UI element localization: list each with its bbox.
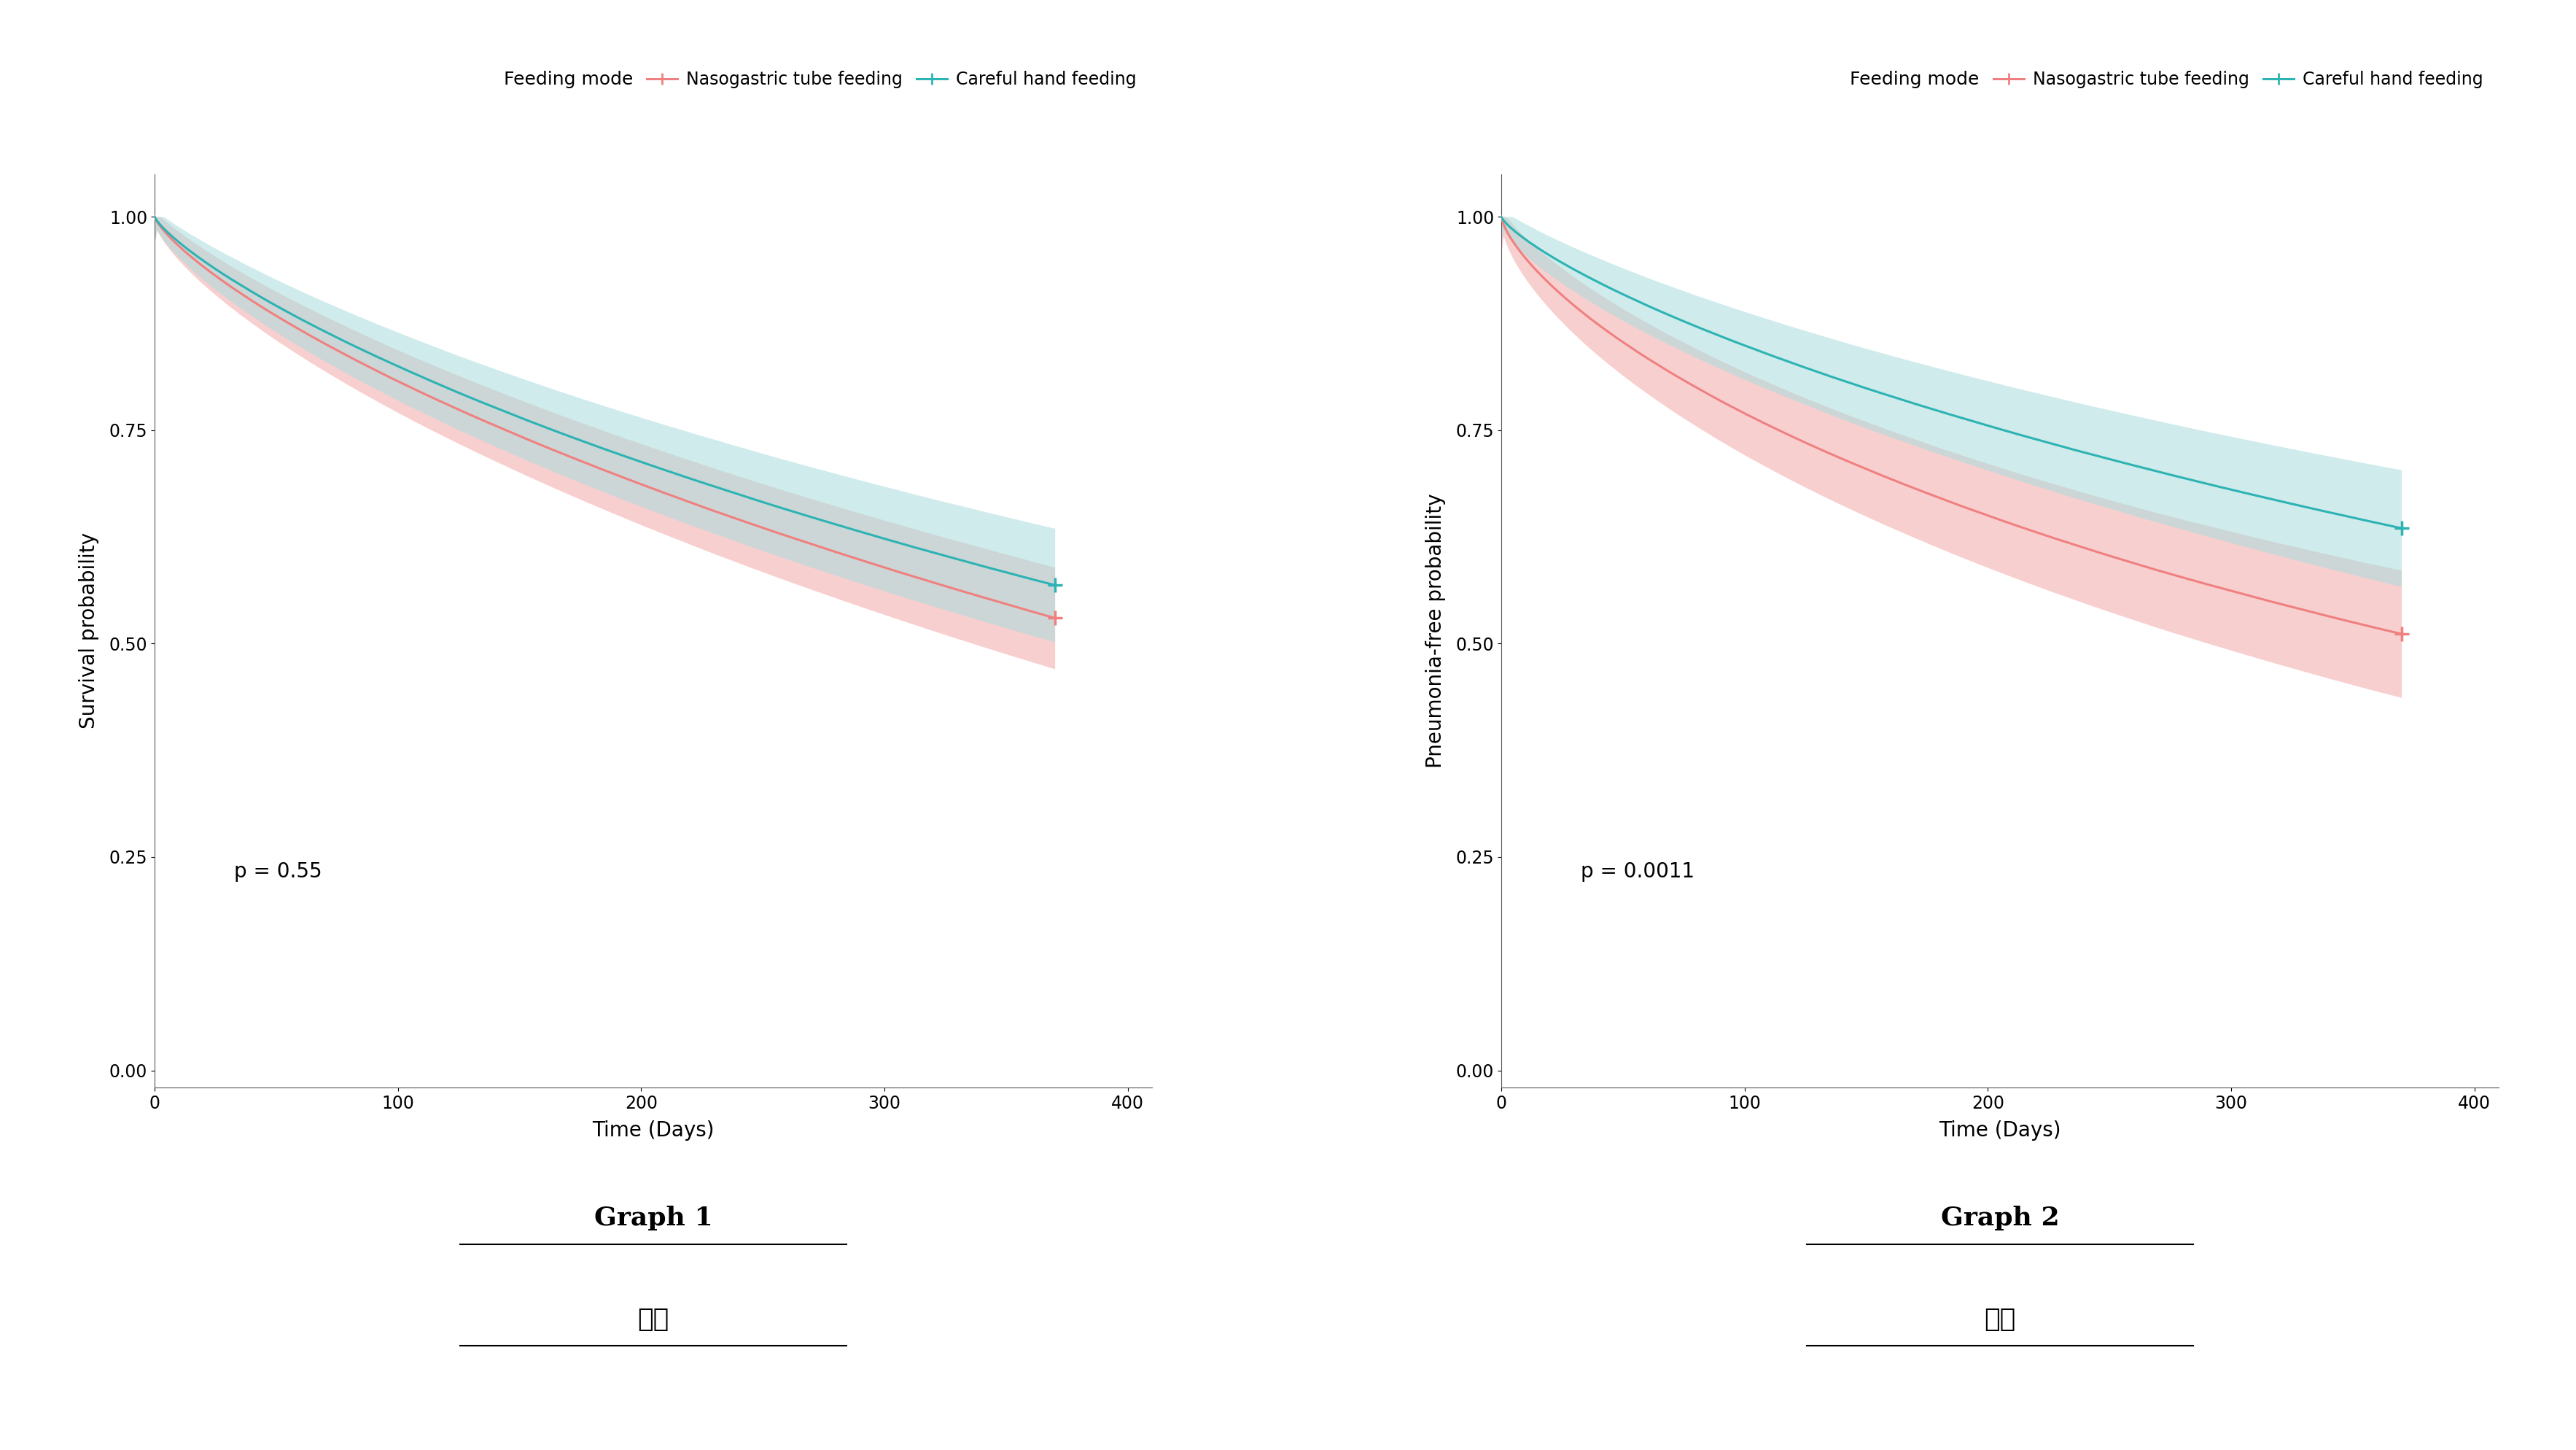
Text: 圖一: 圖一 (636, 1306, 670, 1333)
Text: p = 0.55: p = 0.55 (234, 861, 322, 882)
Text: p = 0.0011: p = 0.0011 (1582, 861, 1695, 882)
Text: Graph 1: Graph 1 (595, 1205, 714, 1231)
Legend: Feeding mode, Nasogastric tube feeding, Careful hand feeding: Feeding mode, Nasogastric tube feeding, … (456, 64, 1144, 96)
Y-axis label: Pneumonia-free probability: Pneumonia-free probability (1425, 493, 1445, 768)
Legend: Feeding mode, Nasogastric tube feeding, Careful hand feeding: Feeding mode, Nasogastric tube feeding, … (1803, 64, 2491, 96)
X-axis label: Time (Days): Time (Days) (592, 1121, 714, 1141)
Text: Graph 2: Graph 2 (1940, 1205, 2058, 1231)
Y-axis label: Survival probability: Survival probability (77, 532, 98, 729)
Text: 圖二: 圖二 (1984, 1306, 2017, 1333)
X-axis label: Time (Days): Time (Days) (1940, 1121, 2061, 1141)
